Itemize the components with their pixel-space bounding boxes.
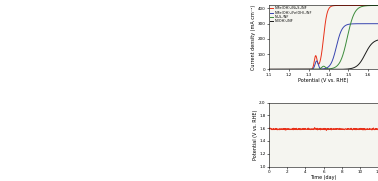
NiFe(OH)ₓ/Fe(OH)ₓ/NF [349, 23, 353, 25]
NiFe(OH)ₓ/Ni₃S₂/NF [349, 4, 353, 7]
Ni(OH)₂/NF [331, 68, 336, 70]
Line: NiFe(OH)ₓ/Fe(OH)ₓ/NF: NiFe(OH)ₓ/Fe(OH)ₓ/NF [269, 24, 378, 69]
NiFe(OH)ₓ/Fe(OH)ₓ/NF [316, 64, 321, 66]
Ni₃S₂/NF [295, 68, 299, 70]
NiFe(OH)ₓ/Ni₃S₂/NF [339, 4, 344, 7]
Ni(OH)₂/NF [286, 68, 291, 70]
X-axis label: Potential (V vs. RHE): Potential (V vs. RHE) [298, 78, 349, 83]
Ni(OH)₂/NF [339, 68, 344, 70]
NiFe(OH)ₓ/Ni₃S₂/NF [331, 5, 336, 7]
Ni(OH)₂/NF [295, 68, 299, 70]
NiFe(OH)ₓ/Ni₃S₂/NF [267, 68, 271, 70]
Ni₃S₂/NF [339, 57, 344, 59]
Y-axis label: Current density (mA cm⁻²): Current density (mA cm⁻²) [251, 5, 256, 70]
NiFe(OH)ₓ/Ni₃S₂/NF [376, 4, 378, 7]
Ni(OH)₂/NF [349, 67, 353, 70]
Ni₃S₂/NF [376, 4, 378, 7]
NiFe(OH)ₓ/Fe(OH)ₓ/NF [295, 68, 299, 70]
NiFe(OH)ₓ/Ni₃S₂/NF [286, 68, 291, 70]
NiFe(OH)ₓ/Fe(OH)ₓ/NF [286, 68, 291, 70]
NiFe(OH)ₓ/Fe(OH)ₓ/NF [331, 57, 336, 59]
Line: NiFe(OH)ₓ/Ni₃S₂/NF: NiFe(OH)ₓ/Ni₃S₂/NF [269, 5, 378, 69]
Line: Ni₃S₂/NF: Ni₃S₂/NF [269, 5, 378, 69]
Ni(OH)₂/NF [267, 68, 271, 70]
Legend: NiFe(OH)ₓ/Ni₃S₂/NF, NiFe(OH)ₓ/Fe(OH)ₓ/NF, Ni₃S₂/NF, Ni(OH)₂/NF: NiFe(OH)ₓ/Ni₃S₂/NF, NiFe(OH)ₓ/Fe(OH)ₓ/NF… [270, 6, 312, 24]
NiFe(OH)ₓ/Fe(OH)ₓ/NF [339, 28, 344, 31]
NiFe(OH)ₓ/Ni₃S₂/NF [316, 63, 321, 65]
Ni₃S₂/NF [267, 68, 271, 70]
Y-axis label: Potential (V vs. RHE): Potential (V vs. RHE) [253, 109, 258, 160]
Ni(OH)₂/NF [316, 68, 321, 70]
Ni₃S₂/NF [331, 67, 336, 69]
Ni₃S₂/NF [316, 68, 321, 70]
NiFe(OH)ₓ/Fe(OH)ₓ/NF [376, 23, 378, 25]
Ni₃S₂/NF [349, 21, 353, 23]
NiFe(OH)ₓ/Ni₃S₂/NF [295, 68, 299, 70]
Line: Ni(OH)₂/NF: Ni(OH)₂/NF [269, 40, 378, 69]
Ni₃S₂/NF [286, 68, 291, 70]
X-axis label: Time (day): Time (day) [310, 175, 337, 180]
NiFe(OH)ₓ/Fe(OH)ₓ/NF [267, 68, 271, 70]
Ni(OH)₂/NF [376, 39, 378, 41]
